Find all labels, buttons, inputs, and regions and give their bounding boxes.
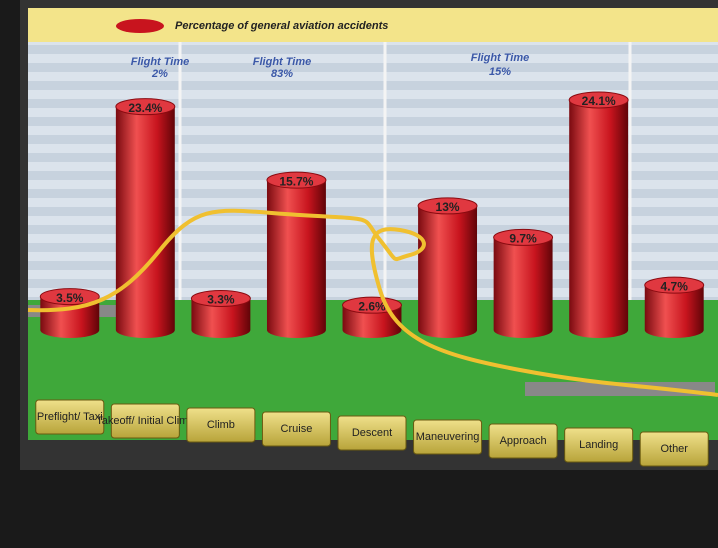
category-button <box>186 407 256 443</box>
value-label: 13% <box>436 200 460 214</box>
legend-label: Percentage of general aviation accidents <box>175 20 388 32</box>
x-tick-label: Approach <box>500 435 547 447</box>
value-label: 24.1% <box>582 94 616 108</box>
bar-top <box>568 91 629 109</box>
bar-top <box>115 98 176 116</box>
x-tick-label: Other <box>660 443 688 455</box>
bar-top <box>190 290 251 308</box>
legend-swatch <box>116 19 164 33</box>
value-label: 3.3% <box>207 293 235 307</box>
category-button <box>564 427 634 463</box>
bar <box>266 180 326 338</box>
bar <box>644 285 704 338</box>
runway <box>525 382 715 396</box>
category-button <box>413 419 483 455</box>
flight-time-share: 2% <box>151 68 168 80</box>
x-tick-label: Cruise <box>281 423 313 435</box>
bar-top <box>266 171 327 189</box>
x-tick-label: Preflight/ Taxi <box>37 411 103 423</box>
value-label: 15.7% <box>279 174 313 188</box>
x-tick-label: Climb <box>207 419 235 431</box>
x-tick-label: Landing <box>579 439 618 451</box>
category-button <box>35 399 105 435</box>
flight-time-share: 83% <box>271 68 293 80</box>
bar-top <box>493 228 554 246</box>
category-button <box>639 431 709 467</box>
category-button <box>337 415 407 451</box>
flight-path <box>27 208 718 397</box>
bar <box>191 298 251 338</box>
bar-top <box>417 197 478 215</box>
category-button <box>488 423 558 459</box>
bar <box>342 305 402 338</box>
x-tick-label: Takeoff/ Initial Climb <box>96 415 194 427</box>
category-button <box>110 403 180 439</box>
bar <box>418 205 478 338</box>
value-label: 9.7% <box>509 232 537 246</box>
category-button <box>261 411 331 447</box>
bar <box>493 237 553 338</box>
bar-top <box>644 276 705 294</box>
value-label: 2.6% <box>358 299 386 313</box>
value-label: 3.5% <box>56 291 84 305</box>
bar <box>569 100 629 338</box>
flight-time-title: Flight Time <box>253 56 311 68</box>
flight-time-title: Flight Time <box>131 56 189 68</box>
bar <box>115 106 175 338</box>
bar-top <box>39 288 100 306</box>
flight-time-title: Flight Time <box>471 52 529 64</box>
flight-time-share: 15% <box>489 66 511 78</box>
value-label: 4.7% <box>661 279 689 293</box>
x-tick-label: Maneuvering <box>416 431 480 443</box>
value-label: 23.4% <box>128 101 162 115</box>
x-tick-label: Descent <box>352 427 392 439</box>
